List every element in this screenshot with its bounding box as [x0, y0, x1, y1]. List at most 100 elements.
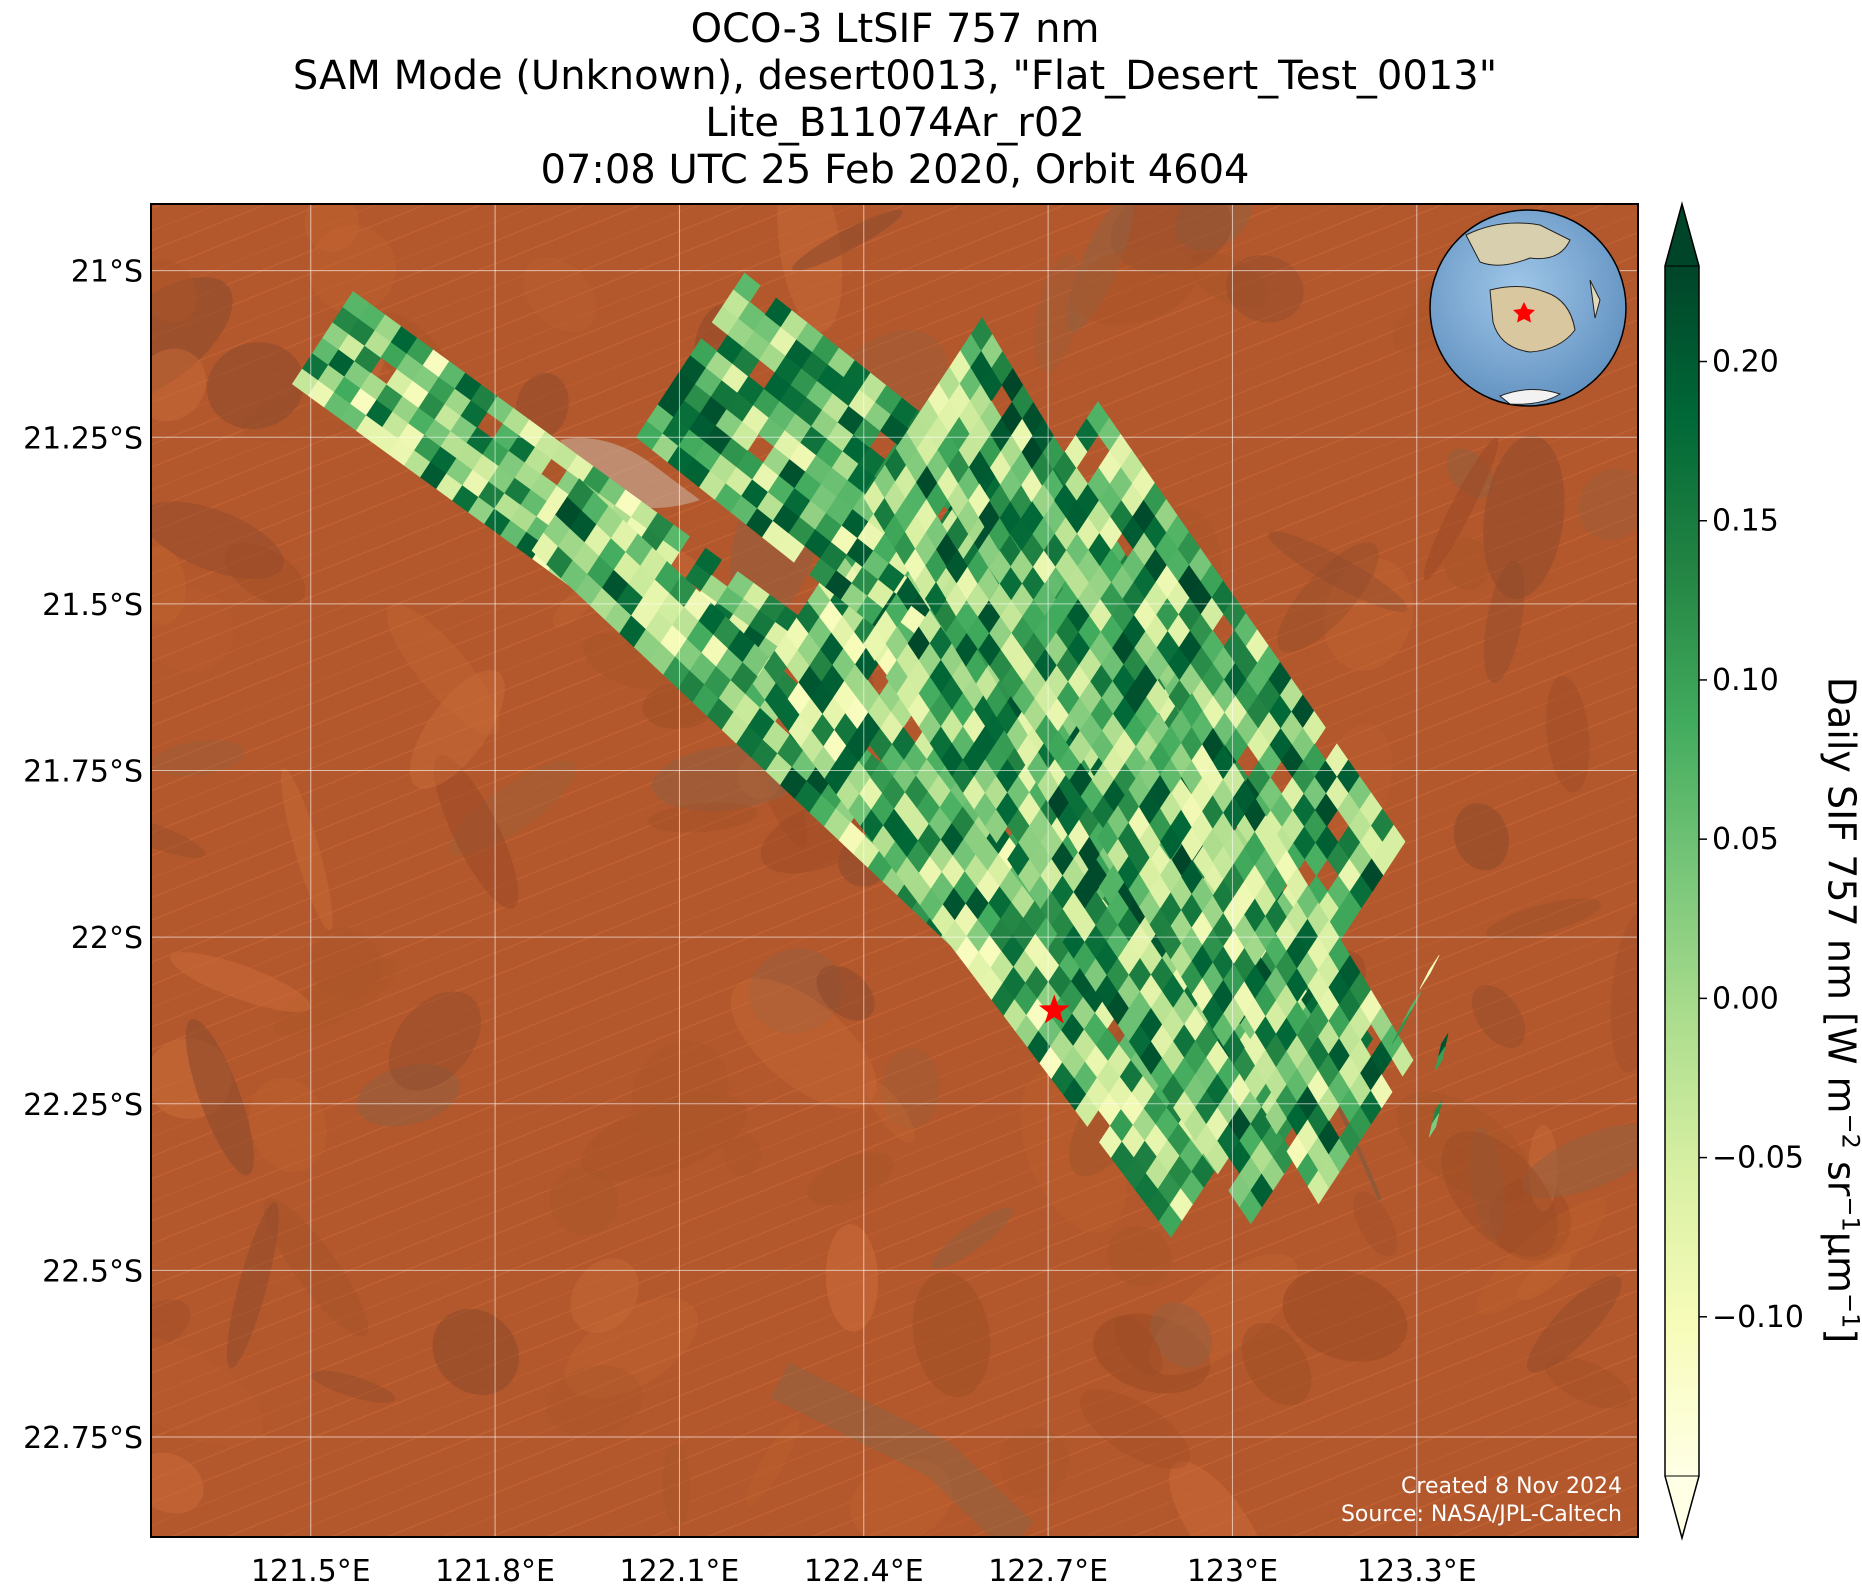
terrain-patch [151, 814, 206, 858]
terrain-patch [1070, 246, 1198, 325]
title-line-4: 07:08 UTC 25 Feb 2020, Orbit 4604 [540, 147, 1250, 193]
terrain-patch [581, 1093, 748, 1182]
colorbar-ramp [1665, 266, 1699, 1476]
terrain-patch [151, 259, 197, 323]
terrain-patch [1471, 984, 1526, 1049]
terrain-patch [151, 501, 284, 579]
asia-land [1465, 222, 1571, 266]
sif-footprint [1370, 1074, 1393, 1109]
longitude-tick-label: 122.4°E [804, 1554, 924, 1587]
sif-footprint [1391, 1009, 1412, 1044]
terrain-patch [1396, 1091, 1533, 1203]
terrain-patch [866, 1080, 915, 1143]
colorbar-outline [1664, 201, 1700, 1541]
terrain-patch [850, 1458, 953, 1537]
terrain-patch [224, 542, 306, 606]
terrain-patch [1444, 537, 1491, 591]
australia-land [1489, 286, 1576, 353]
terrain-patch [185, 1018, 254, 1176]
longitude-tick-label: 123.3°E [1357, 1554, 1477, 1587]
terrain-patch [226, 1202, 279, 1369]
terrain-patch [1453, 803, 1509, 871]
longitude-labels: 121.5°E 121.8°E 122.1°E 122.4°E 122.7°E 123°E… [251, 1554, 1477, 1587]
terrain-patch [777, 204, 843, 333]
terrain-patch [152, 740, 245, 776]
sif-footprint [1382, 824, 1406, 859]
terrain-patch [1150, 1302, 1213, 1368]
sif-footprint [1419, 954, 1440, 989]
terrain-patch [549, 1167, 618, 1235]
colorbar-tick-label: −0.10 [1712, 1300, 1804, 1335]
terrain-patch [723, 1132, 762, 1176]
terrain-patch [1353, 1191, 1398, 1257]
terrain-patch [1226, 255, 1304, 323]
terrain-patch [746, 1418, 800, 1507]
ridge-terrain [771, 1362, 1034, 1537]
terrain-patch [386, 604, 500, 735]
latitude-tick-label: 22°S [71, 921, 143, 956]
terrain-patch [1483, 435, 1565, 599]
globe-inset [1429, 209, 1627, 407]
terrain-patch [1441, 1131, 1558, 1257]
terrain-patch [912, 1272, 991, 1397]
terrain-patch [1486, 898, 1602, 940]
terrain-patch [1034, 254, 1083, 372]
terrain-patch [310, 1370, 396, 1403]
terrain-patch [1277, 542, 1379, 653]
terrain-patch [409, 670, 505, 789]
latitude-tick-label: 21.5°S [42, 588, 143, 623]
map-frame [150, 203, 1639, 1538]
terrain-patch [1527, 1275, 1622, 1373]
terrain-patch [1475, 1198, 1607, 1316]
sif-soundings [291, 272, 1449, 1238]
colorbar-tick-label: 0.05 [1712, 822, 1779, 857]
credit-source: Source: NASA/JPL-Caltech [1341, 1502, 1622, 1527]
terrain-patch [748, 948, 843, 1034]
latitude-tick-label: 21°S [71, 255, 143, 290]
terrain-patch [1521, 1122, 1638, 1199]
terrain-patch [206, 342, 305, 430]
terrain-patch [1106, 1226, 1172, 1287]
terrain-patch [248, 1077, 328, 1173]
colorbar-tick-label: 0.15 [1712, 504, 1779, 539]
terrain-patch [1323, 557, 1414, 671]
terrain-patch [631, 1040, 729, 1147]
terrain-patch [1169, 1461, 1268, 1537]
terrain-patch [356, 1064, 460, 1127]
latitude-tick-label: 22.5°S [42, 1254, 143, 1289]
target-star-shape [1039, 994, 1070, 1024]
terrain-patch [1545, 1356, 1632, 1409]
new-zealand-land [1589, 279, 1601, 319]
terrain-patch [648, 802, 759, 833]
terrain-patch [388, 991, 482, 1091]
latitude-tick-label: 22.75°S [23, 1421, 143, 1456]
colorbar-label: Daily SIF 757 nm [W m−2 sr−1μm−1] [1819, 676, 1862, 1344]
colorbar: 0.20 0.15 0.10 0.05 0.00 −0.05 −0.10 [1664, 201, 1804, 1541]
credit-created: Created 8 Nov 2024 [1401, 1474, 1622, 1499]
terrain-patch [1610, 912, 1638, 1073]
sif-footprint [695, 547, 723, 576]
latitude-tick-label: 21.25°S [23, 421, 143, 456]
latitude-labels: 21°S 21.25°S 21.5°S 21.75°S 22°S 22.25°S 22.5°… [23, 255, 143, 1456]
longitude-tick-label: 121.5°E [251, 1554, 371, 1587]
terrain-patch [1282, 1269, 1408, 1362]
terrain-patch [662, 1444, 691, 1527]
terrain-patch [151, 348, 207, 422]
terrain-patch [1578, 468, 1638, 540]
antarctica-land [1499, 389, 1562, 405]
colorbar-tick-label: 0.10 [1712, 663, 1779, 698]
colorbar-extend-max [1664, 202, 1700, 267]
terrain-patch [308, 927, 382, 1000]
longitude-tick-label: 122.1°E [620, 1554, 740, 1587]
title-line-3: Lite_B11074Ar_r02 [705, 100, 1085, 146]
latitude-tick-label: 21.75°S [23, 755, 143, 790]
terrain-patch [730, 978, 877, 1109]
sif-footprint [1302, 710, 1326, 745]
sif-footprint [733, 272, 761, 303]
target-star-icon [1039, 994, 1070, 1024]
terrain-patch [825, 1224, 879, 1332]
terrain-patch [1066, 204, 1134, 333]
terrain-patch [432, 1308, 520, 1395]
terrain-patch [881, 1048, 941, 1130]
terrain-patch [1114, 1316, 1163, 1376]
